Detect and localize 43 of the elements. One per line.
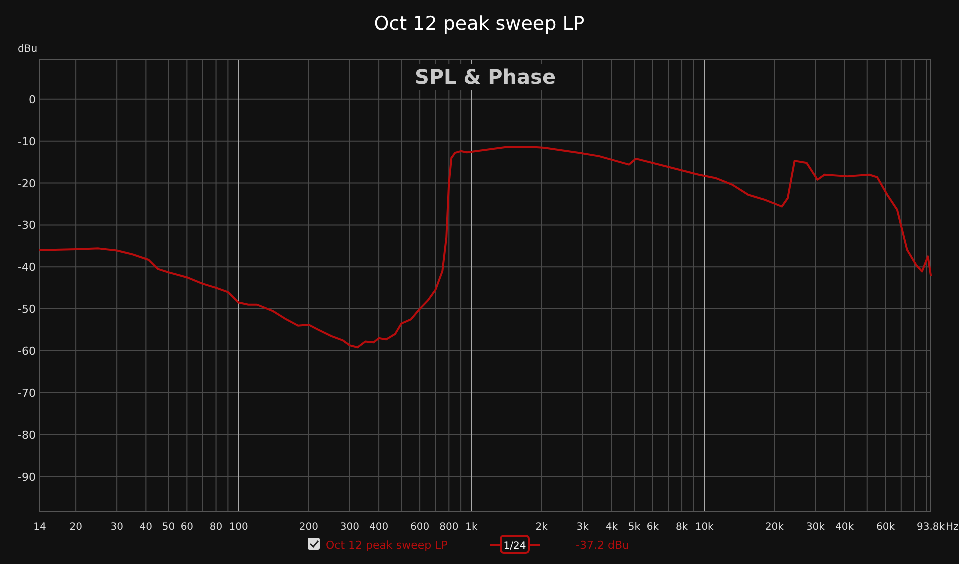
y-tick-label: -50	[18, 303, 36, 316]
x-tick-label: 5k	[628, 522, 641, 533]
x-tick-label: 40	[140, 522, 153, 533]
x-tick-label: 20	[70, 522, 82, 533]
y-tick-label: -90	[18, 470, 36, 484]
x-tick-label: 80	[210, 522, 223, 533]
x-tick-label: 400	[370, 522, 389, 533]
x-tick-label: 30	[110, 522, 124, 533]
x-tick-label: 93.8k	[916, 522, 946, 533]
y-axis-title: dBu	[18, 44, 38, 55]
x-tick-label: 600	[410, 522, 430, 533]
y-tick-label: 0	[29, 93, 36, 106]
x-tick-label: 100	[229, 522, 248, 533]
x-tick-label: 10k	[695, 522, 714, 533]
x-tick-label: 2k	[536, 522, 548, 533]
x-tick-label: 50	[162, 522, 176, 533]
chart-title: Oct 12 peak sweep LP	[374, 13, 585, 35]
x-axis-title: Hz	[946, 522, 959, 533]
x-tick-label: 40k	[836, 522, 854, 533]
y-tick-label: -30	[18, 219, 36, 232]
chart-subtitle: SPL & Phase	[414, 65, 556, 89]
x-tick-label: 60k	[876, 522, 896, 533]
x-tick-label: 4k	[606, 522, 618, 533]
y-tick-label: -70	[18, 386, 36, 400]
y-tick-label: -60	[18, 344, 36, 358]
x-tick-label: 14	[34, 522, 46, 533]
y-tick-label: -20	[18, 177, 36, 190]
x-tick-label: 6k	[646, 522, 660, 533]
x-tick-label: 300	[340, 522, 360, 533]
x-tick-label: 20k	[765, 522, 784, 533]
text: Oct 12 peak sweep LP	[326, 539, 448, 552]
y-tick-label: -40	[18, 261, 36, 274]
x-tick-label: 60	[180, 522, 194, 533]
x-tick-label: 200	[299, 522, 318, 533]
x-tick-label: 1k	[466, 522, 478, 533]
x-tick-label: 3k	[576, 522, 590, 533]
x-tick-label: 8k	[676, 522, 688, 533]
text: -37.2 dBu	[576, 539, 630, 552]
y-tick-label: -80	[18, 428, 36, 442]
y-tick-label: -10	[18, 135, 36, 148]
x-tick-label: 30k	[806, 522, 826, 533]
text: 1/24	[504, 541, 526, 552]
x-tick-label: 800	[440, 522, 459, 533]
